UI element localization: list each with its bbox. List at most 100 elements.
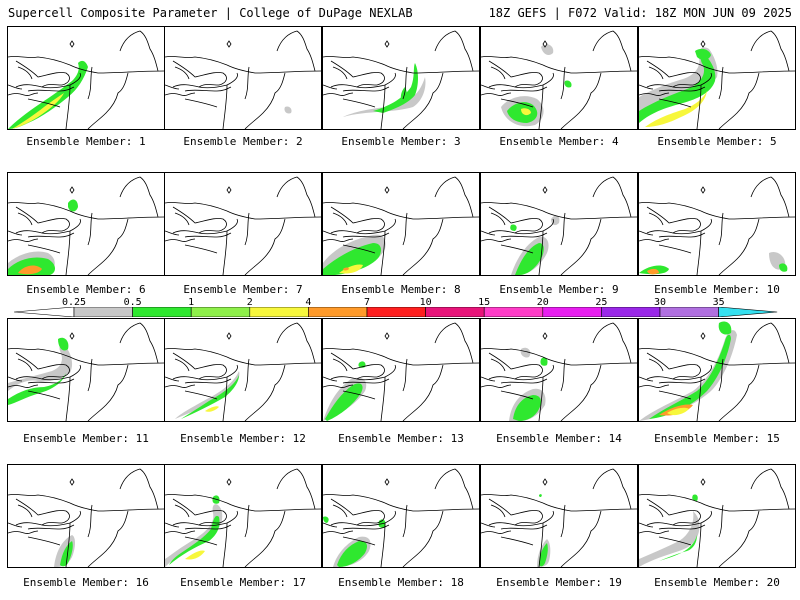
coastline-border-line <box>542 356 637 366</box>
coastline-border-line <box>658 98 692 108</box>
ensemble-member-map <box>7 464 165 568</box>
coastline-border-line <box>500 86 548 92</box>
coastline-border-line <box>87 218 129 275</box>
coastline-border-line <box>592 176 632 218</box>
coastline-border-line <box>648 66 664 80</box>
parameter-contour-fill <box>539 543 548 567</box>
coastline-border-line <box>658 232 706 238</box>
coastline-border-line <box>8 56 71 66</box>
parameter-contour-fill <box>185 550 205 560</box>
coastline-border-line <box>488 60 543 88</box>
coastline-border-line <box>560 72 602 129</box>
coastline-border-line <box>592 30 632 72</box>
coastline-border-line <box>276 322 316 364</box>
coastline-border-line <box>750 322 790 364</box>
coastline-border-line <box>639 92 670 96</box>
coastline-border-line <box>8 530 39 534</box>
coastline-border-line <box>184 378 232 384</box>
coastline-border-line <box>15 352 70 380</box>
colorbar-segment <box>190 307 251 317</box>
coastline-border-line <box>222 376 228 421</box>
parameter-contour-fill <box>521 108 531 116</box>
coastline-border-line <box>8 348 71 358</box>
map-canvas <box>481 468 637 567</box>
coastline-border-line <box>323 494 386 504</box>
coastline-border-line <box>342 232 390 238</box>
map-canvas <box>323 468 479 567</box>
coastline-border-line <box>8 494 71 504</box>
coastline-border-line <box>560 66 566 100</box>
coastline-border-line <box>342 378 390 384</box>
parameter-contour-fill <box>205 406 219 412</box>
colorbar-segment <box>73 307 133 317</box>
diamond-marker-icon <box>384 186 390 194</box>
coastline-border-line <box>658 524 706 530</box>
parameter-contour-fill <box>513 395 541 421</box>
colorbar-level-label: 10 <box>419 297 432 308</box>
coastline-border-line <box>696 376 702 421</box>
coastline-border-line <box>658 378 706 384</box>
coastline-border-line <box>198 218 238 235</box>
ensemble-member-map <box>480 464 638 568</box>
coastline-border-line <box>244 510 286 567</box>
coastline-border-line <box>560 218 602 275</box>
coastline-border-line <box>87 72 129 129</box>
coastline-border-line <box>481 530 512 534</box>
coastline-border-line <box>184 98 218 108</box>
colorbar-level-label: 20 <box>536 297 549 308</box>
coastline-border-line <box>69 356 164 366</box>
colorbar-level-label: 7 <box>363 297 371 308</box>
coastline-border-line <box>323 522 338 528</box>
colorbar-level-label: 30 <box>653 297 667 308</box>
coastline-border-line <box>174 504 190 518</box>
coastline-border-line <box>481 202 544 212</box>
coastline-border-line <box>27 378 75 384</box>
coastline-border-line <box>718 72 760 129</box>
coastline-border-line <box>165 376 180 382</box>
map-canvas <box>8 30 164 129</box>
coastline-border-line <box>500 536 534 546</box>
parameter-contour-fill <box>510 224 517 231</box>
coastline-border-line <box>658 536 692 546</box>
coastline-border-line <box>323 230 338 236</box>
coastline-border-line <box>538 522 544 567</box>
ensemble-member-map <box>322 172 480 276</box>
coastline-border-line <box>87 504 93 538</box>
coastline-border-line <box>184 244 218 254</box>
parameter-contour-fill <box>649 334 731 419</box>
coastline-border-line <box>402 510 444 567</box>
coastline-border-line <box>658 86 706 92</box>
coastline-border-line <box>165 202 228 212</box>
coastline-border-line <box>172 498 227 526</box>
coastline-border-line <box>356 218 396 235</box>
coastline-border-line <box>646 206 701 234</box>
parameter-contour-fill <box>645 91 707 127</box>
coastline-border-line <box>27 536 61 546</box>
coastline-border-line <box>165 348 228 358</box>
colorbar-level-label: 4 <box>305 297 312 308</box>
coastline-border-line <box>481 376 496 382</box>
coastline-border-line <box>184 232 232 238</box>
coastline-border-line <box>646 498 701 526</box>
coastline-border-line <box>119 176 159 218</box>
coastline-border-line <box>500 390 534 400</box>
coastline-border-line <box>639 230 654 236</box>
map-canvas <box>165 30 321 129</box>
ensemble-member-map <box>164 26 322 130</box>
coastline-border-line <box>639 522 654 528</box>
diamond-marker-icon <box>384 478 390 486</box>
coastline-border-line <box>384 502 479 512</box>
coastline-border-line <box>639 530 670 534</box>
colorbar-level-label: 0.5 <box>123 297 142 308</box>
diamond-marker-icon <box>226 40 232 48</box>
coastline-border-line <box>500 244 534 254</box>
coastline-border-line <box>380 84 386 129</box>
member-caption: Ensemble Member: 14 <box>496 432 622 445</box>
coastline-border-line <box>514 72 554 89</box>
ensemble-member-map <box>322 26 480 130</box>
coastline-border-line <box>648 358 664 372</box>
coastline-border-line <box>8 376 23 382</box>
coastline-border-line <box>384 356 479 366</box>
coastline-border-line <box>481 56 544 66</box>
figure-title: Supercell Composite Parameter | College … <box>8 6 413 20</box>
